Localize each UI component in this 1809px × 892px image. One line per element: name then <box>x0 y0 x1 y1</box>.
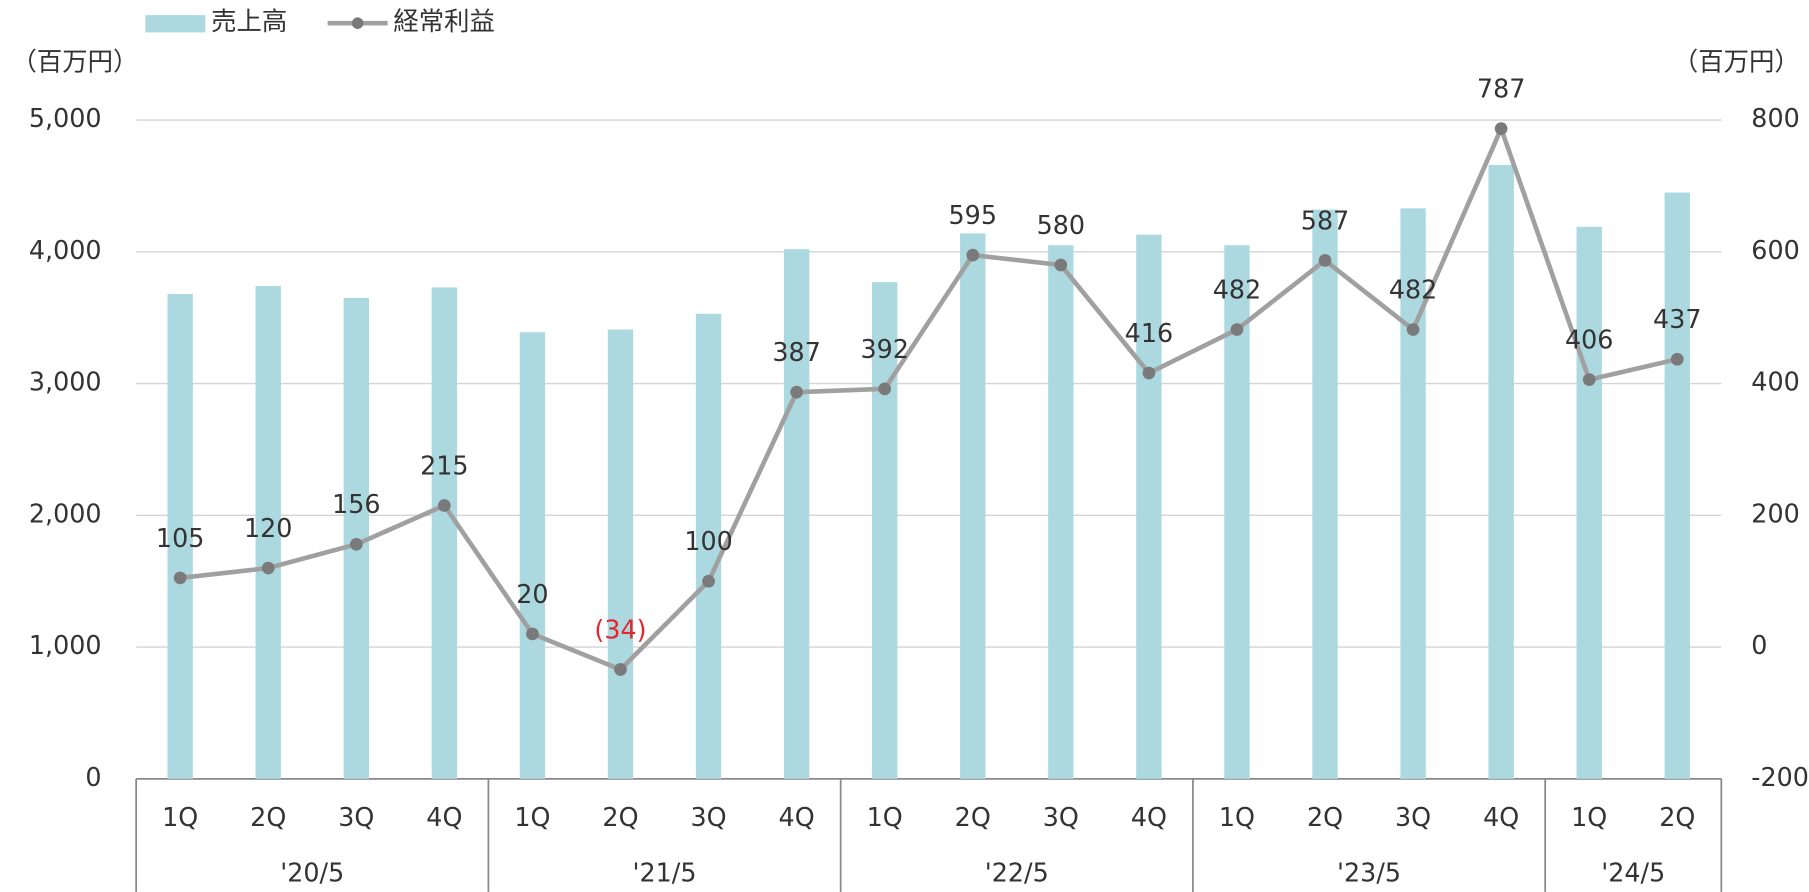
marker <box>614 663 627 676</box>
group-label: '22/5 <box>985 858 1049 888</box>
data-label: 20 <box>516 579 548 609</box>
x-tick-label: 2Q <box>1307 802 1343 832</box>
x-tick-label: 4Q <box>1131 802 1167 832</box>
group-label: '23/5 <box>1337 858 1401 888</box>
y-tick-label: 2,000 <box>29 498 102 528</box>
bar <box>1576 226 1602 779</box>
marker <box>1582 373 1596 386</box>
x-tick-label: 3Q <box>1043 802 1079 832</box>
marker <box>1142 366 1156 380</box>
marker <box>261 561 275 575</box>
data-label: 120 <box>244 513 292 543</box>
y-tick-label: 4,000 <box>29 235 102 265</box>
y2-tick-label: 400 <box>1751 367 1799 397</box>
legend-label: 経常利益 <box>393 6 495 36</box>
legend-swatch <box>145 15 206 33</box>
marker <box>1054 258 1068 272</box>
x-tick-label: 1Q <box>514 802 550 832</box>
bar <box>1312 209 1338 779</box>
marker <box>1670 352 1684 366</box>
x-tick-label: 4Q <box>426 802 462 832</box>
x-tick-label: 1Q <box>867 802 903 832</box>
bar <box>1488 164 1514 779</box>
marker <box>1406 323 1420 336</box>
bar <box>1136 234 1162 779</box>
bar <box>872 282 898 779</box>
marker <box>1230 323 1244 336</box>
legend-swatch <box>351 17 364 29</box>
marker <box>526 627 539 641</box>
x-tick-label: 2Q <box>602 802 638 832</box>
bar <box>1664 192 1690 779</box>
data-label: 482 <box>1213 274 1261 304</box>
group-label: '20/5 <box>280 858 344 888</box>
bar <box>255 286 281 779</box>
y2-tick-label: -200 <box>1751 762 1809 792</box>
y-unit-label: （百万円） <box>12 47 139 77</box>
x-tick-label: 4Q <box>779 802 815 832</box>
x-tick-label: 3Q <box>1395 802 1431 832</box>
x-tick-label: 3Q <box>338 802 374 832</box>
data-label: 580 <box>1037 210 1085 240</box>
data-label: 406 <box>1565 325 1613 355</box>
data-label: 105 <box>156 523 204 553</box>
bar <box>431 287 458 779</box>
data-label: 482 <box>1389 274 1437 304</box>
x-tick-label: 2Q <box>955 802 991 832</box>
x-tick-label: 3Q <box>691 802 727 832</box>
y2-tick-label: 200 <box>1751 498 1799 528</box>
bar <box>167 293 193 779</box>
x-tick-label: 4Q <box>1483 802 1519 832</box>
group-label: '21/5 <box>633 858 697 888</box>
y2-tick-label: 0 <box>1751 630 1767 660</box>
data-label: 387 <box>772 337 820 367</box>
bar <box>695 313 722 779</box>
data-label: 100 <box>684 526 732 556</box>
y2-tick-label: 800 <box>1751 103 1799 133</box>
marker <box>1494 122 1508 135</box>
data-label: 787 <box>1477 74 1525 104</box>
group-label: '24/5 <box>1601 858 1665 888</box>
bar <box>783 249 810 779</box>
marker <box>173 571 187 585</box>
bar <box>519 332 546 779</box>
data-label: 416 <box>1125 318 1173 348</box>
bar <box>1048 245 1074 779</box>
data-label: 156 <box>332 489 380 519</box>
y-tick-label: 3,000 <box>29 367 102 397</box>
marker <box>878 382 892 396</box>
legend-label: 売上高 <box>211 6 287 36</box>
data-label: 392 <box>860 334 908 364</box>
data-label: 437 <box>1653 304 1701 334</box>
y-tick-label: 0 <box>85 762 101 792</box>
bar <box>1400 208 1426 779</box>
data-label: 595 <box>949 200 997 230</box>
x-tick-label: 2Q <box>250 802 286 832</box>
marker <box>790 385 803 399</box>
y2-unit-label: （百万円） <box>1673 47 1800 77</box>
x-tick-label: 1Q <box>1219 802 1255 832</box>
marker <box>1318 254 1332 267</box>
data-label: (34) <box>594 614 646 644</box>
data-label: 215 <box>420 450 468 480</box>
y2-tick-label: 600 <box>1751 235 1799 265</box>
y-tick-label: 5,000 <box>29 103 102 133</box>
bar <box>607 329 634 779</box>
line <box>179 126 1678 672</box>
marker <box>438 499 451 512</box>
x-tick-label: 2Q <box>1659 802 1695 832</box>
marker <box>702 574 715 588</box>
x-tick-label: 1Q <box>1571 802 1607 832</box>
y-tick-label: 1,000 <box>29 630 102 660</box>
data-label: 587 <box>1301 205 1349 235</box>
marker <box>966 248 980 262</box>
marker <box>349 537 363 551</box>
bar <box>960 233 986 779</box>
x-tick-label: 1Q <box>162 802 198 832</box>
